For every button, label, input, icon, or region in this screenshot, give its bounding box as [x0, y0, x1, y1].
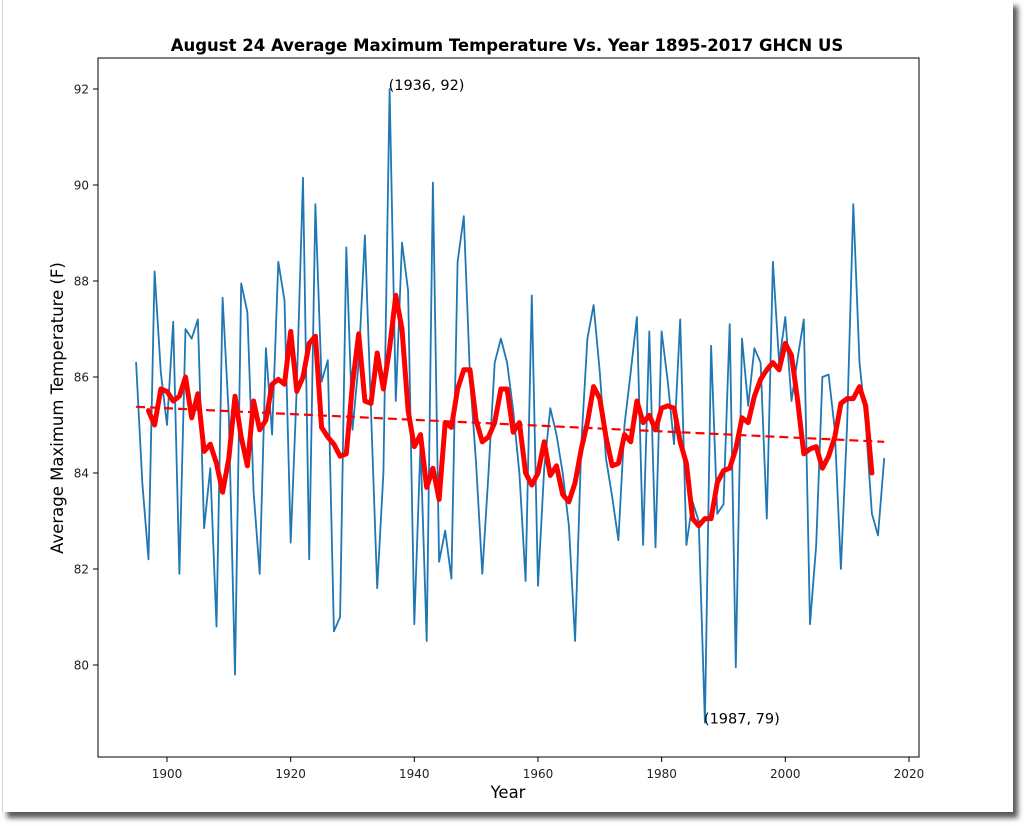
y-tick-label: 86	[74, 371, 89, 385]
y-axis-label: Average Maximum Temperature (F)	[48, 262, 67, 554]
y-axis: 80 82 84 86 88 90 92	[74, 83, 98, 673]
x-tick-label: 1960	[523, 767, 554, 781]
series-running-mean	[146, 292, 875, 529]
plot-border	[97, 57, 920, 758]
x-tick-label: 1940	[399, 767, 430, 781]
x-axis: 1900 1920 1940 1960 1980 2000 2020	[152, 757, 925, 781]
y-tick-label: 84	[74, 467, 89, 481]
y-tick-label: 88	[74, 275, 89, 289]
chart-title: August 24 Average Maximum Temperature Vs…	[171, 36, 844, 55]
x-tick-label: 1920	[275, 767, 306, 781]
y-tick-label: 90	[74, 179, 89, 193]
x-tick-label: 1980	[646, 767, 677, 781]
x-tick-label: 2000	[770, 767, 801, 781]
y-tick-label: 80	[74, 659, 89, 673]
x-tick-label: 1900	[152, 767, 183, 781]
x-tick-label: 2020	[894, 767, 925, 781]
annotation-label: (1936, 92)	[389, 78, 465, 94]
annotations: (1936, 92) (1987, 79)	[389, 78, 780, 728]
series-annual	[135, 88, 886, 724]
x-axis-label: Year	[490, 783, 526, 802]
y-tick-label: 92	[74, 83, 89, 97]
y-tick-label: 82	[74, 563, 89, 577]
annotation-label: (1987, 79)	[704, 712, 780, 728]
series-trend	[136, 405, 885, 443]
plot-area	[97, 57, 920, 758]
